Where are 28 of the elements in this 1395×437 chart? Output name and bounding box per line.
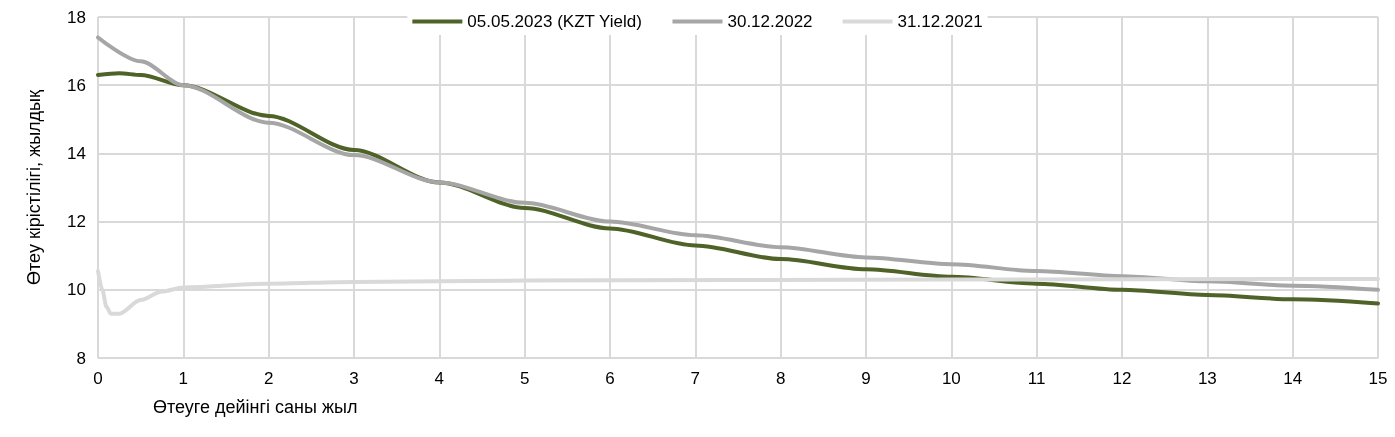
legend-label: 05.05.2023 (KZT Yield) — [467, 12, 642, 31]
x-tick-label: 7 — [690, 369, 701, 388]
legend-label: 31.12.2021 — [897, 12, 983, 31]
x-tick-label: 13 — [1197, 369, 1217, 388]
x-tick-label: 15 — [1368, 369, 1388, 388]
x-tick-label: 8 — [775, 369, 786, 388]
x-tick-label: 10 — [941, 369, 961, 388]
x-tick-label: 3 — [349, 369, 359, 388]
y-tick-label: 12 — [67, 212, 86, 232]
x-axis-title: Өтеуге дейінгі саны жыл — [153, 397, 358, 417]
line-series — [96, 35, 1380, 292]
x-tick-label: 11 — [1027, 369, 1046, 388]
y-tick-label: 14 — [67, 143, 86, 163]
y-axis-title: Өтеу кірістілігі, жылдық — [24, 89, 44, 285]
y-tick-label: 18 — [67, 7, 86, 27]
legend-label: 30.12.2022 — [727, 12, 813, 31]
x-tick-label: 1 — [178, 369, 189, 388]
x-tick-label: 0 — [93, 369, 103, 388]
x-tick-label: 4 — [434, 369, 445, 388]
x-tick-label: 6 — [605, 369, 615, 388]
x-tick-label: 12 — [1112, 369, 1132, 388]
x-tick-label: 9 — [861, 369, 871, 388]
y-tick-label: 8 — [76, 348, 86, 368]
x-tick-label: 5 — [519, 369, 530, 388]
x-tick-label: 2 — [263, 369, 274, 388]
y-tick-label: 10 — [67, 280, 86, 300]
y-tick-label: 16 — [67, 75, 86, 95]
x-tick-label: 14 — [1283, 369, 1303, 388]
